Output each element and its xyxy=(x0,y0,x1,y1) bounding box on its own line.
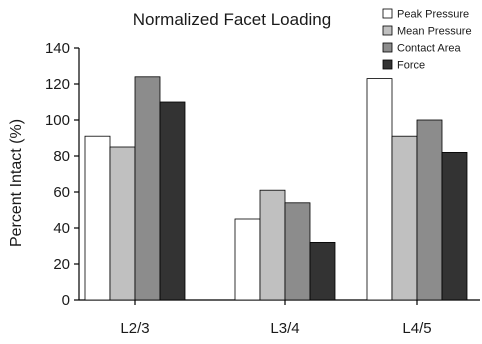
bar xyxy=(159,101,186,301)
y-tick-label: 40 xyxy=(53,220,70,237)
y-tick-label: 0 xyxy=(62,292,70,309)
y-tick-label: 140 xyxy=(45,40,70,57)
y-tick-label: 100 xyxy=(45,112,70,129)
chart-title: Normalized Facet Loading xyxy=(133,10,331,29)
legend-label: Mean Pressure xyxy=(397,26,472,38)
legend-label: Contact Area xyxy=(397,43,461,55)
bar xyxy=(441,151,468,301)
bar xyxy=(366,78,393,301)
legend-label: Peak Pressure xyxy=(397,9,469,21)
y-tick-label: 120 xyxy=(45,76,70,93)
bar xyxy=(84,135,111,301)
axes: 0 20 40 60 80 100 120 140 L2/3 L3/4 L4/5 xyxy=(45,40,480,337)
y-axis-label: Percent Intact (%) xyxy=(8,119,25,247)
legend-swatch xyxy=(382,42,393,53)
bar xyxy=(309,241,336,301)
legend-label: Force xyxy=(397,60,425,72)
bars xyxy=(84,76,468,301)
x-tick-label: L3/4 xyxy=(270,320,299,337)
y-tick-label: 80 xyxy=(53,148,70,165)
legend-swatch xyxy=(382,59,393,70)
bar xyxy=(391,135,418,301)
legend-swatch xyxy=(382,25,393,36)
legend: Peak Pressure Mean Pressure Contact Area Fo… xyxy=(382,8,472,72)
bar xyxy=(259,189,286,301)
legend-swatch xyxy=(382,8,393,19)
bar xyxy=(134,76,161,301)
y-tick-label: 60 xyxy=(53,184,70,201)
x-tick-label: L4/5 xyxy=(402,320,431,337)
bar xyxy=(416,119,443,301)
y-tick-label: 20 xyxy=(53,256,70,273)
bar xyxy=(284,202,311,301)
x-tick-label: L2/3 xyxy=(120,320,149,337)
bar xyxy=(109,146,136,301)
bar xyxy=(234,218,261,301)
